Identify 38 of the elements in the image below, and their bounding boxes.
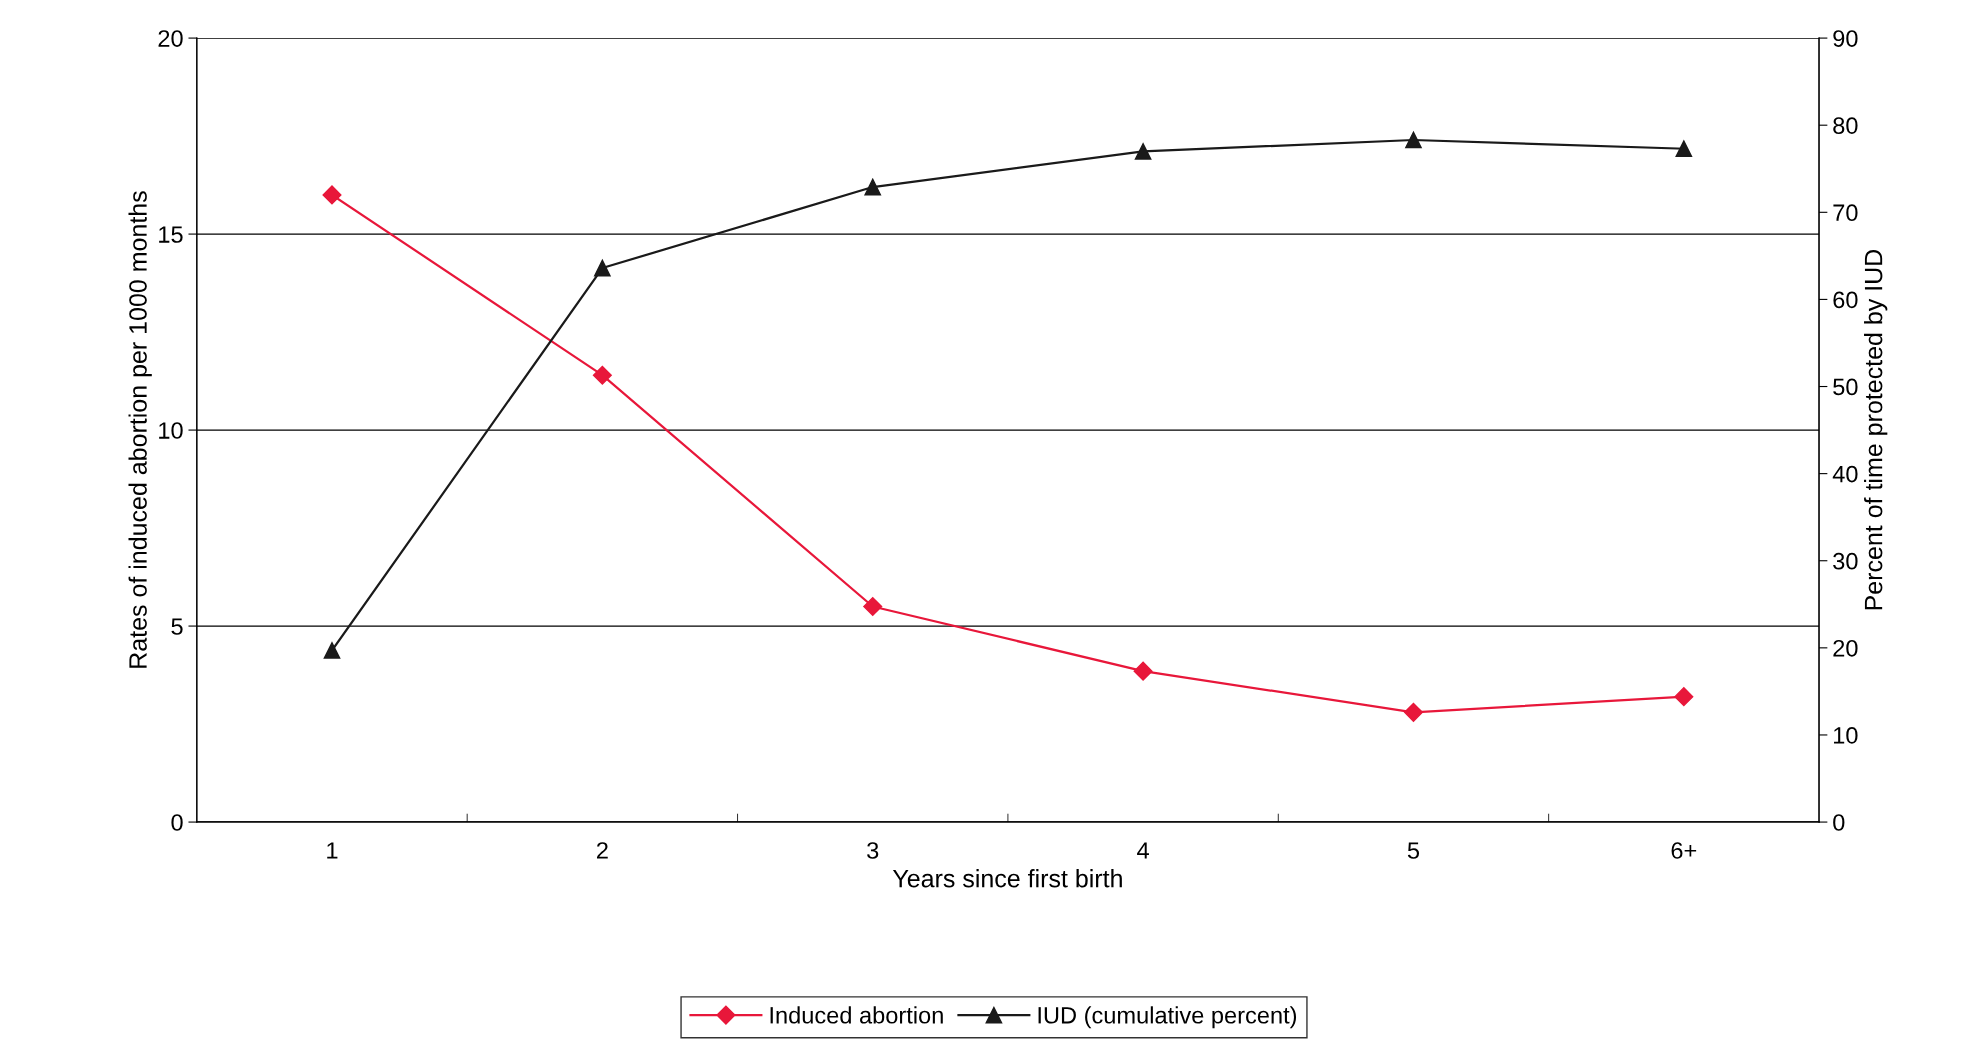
y-tick-label: 20 [158,30,183,47]
x-tick-label: 4 [1137,842,1149,859]
y2-axis-title: Percent of time protected by IUD [1864,249,1888,610]
x-axis-title: Years since first birth [892,869,1122,888]
y-tick-label: 0 [171,814,183,831]
y-tick-label: 15 [159,226,183,243]
point [1133,661,1153,681]
x-tick-label: 2 [596,842,608,859]
y2-tick-label: 10 [1834,727,1858,744]
point [864,178,882,196]
point [322,185,342,205]
y2-tick-label: 60 [1833,291,1858,309]
y2-tick-label: 70 [1833,204,1858,222]
point [323,642,341,659]
y2-tick-label: 80 [1833,117,1858,134]
point [1134,142,1152,160]
y-tick-label: 10 [159,422,183,439]
point [863,596,883,617]
y2-tick-label: 50 [1833,378,1858,396]
y-axis-title: Rates of induced abortion per 1000 months [128,191,152,668]
point [592,365,612,385]
point [594,259,611,277]
y2-tick-label: 20 [1833,639,1858,657]
legend-label: Induced abortion [770,1006,943,1024]
y2-tick-label: 0 [1833,814,1845,831]
point [1405,131,1422,149]
y2-tick-label: 30 [1833,552,1858,570]
point [1674,687,1694,707]
x-tick-label: 6+ [1671,842,1697,859]
y2-tick-label: 40 [1832,465,1858,483]
point [1403,702,1424,722]
y2-tick-label: 90 [1833,30,1858,47]
x-tick-label: 1 [327,842,338,859]
y-tick-label: 5 [171,618,183,635]
x-tick-label: 5 [1407,842,1420,859]
x-tick-label: 3 [867,842,879,859]
point [1675,140,1693,158]
legend-label: IUD (cumulative percent) [1038,1006,1297,1029]
